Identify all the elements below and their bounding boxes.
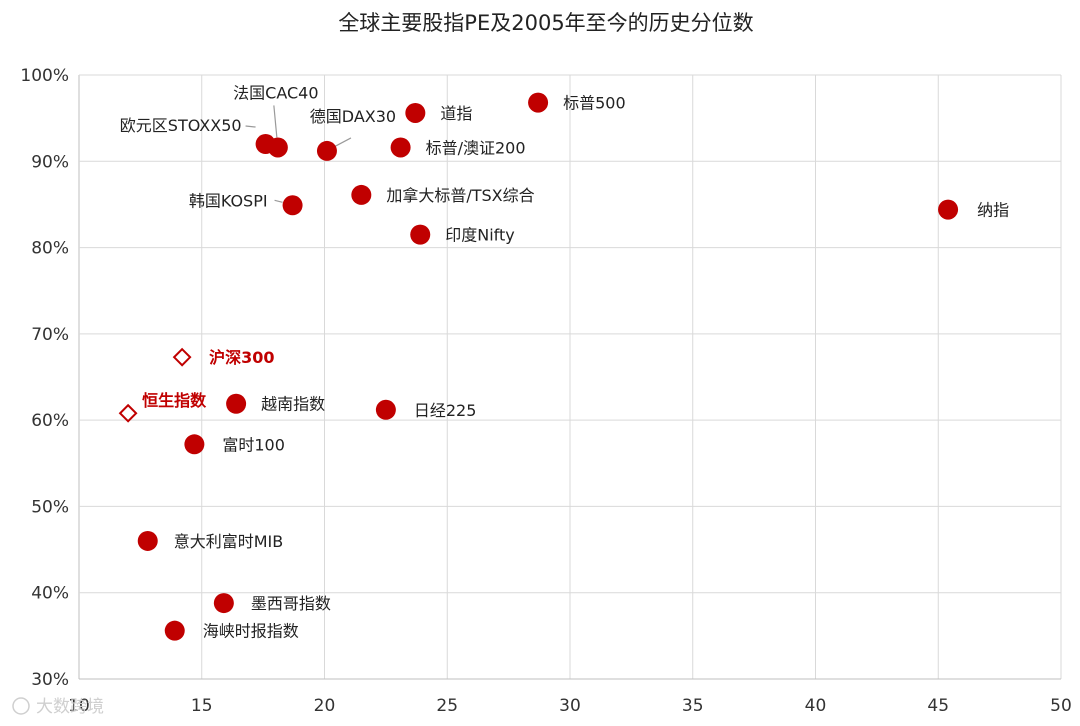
x-tick-label: 35 xyxy=(682,696,704,716)
data-point xyxy=(390,137,411,158)
data-point xyxy=(137,530,158,551)
point-label: 日经225 xyxy=(414,401,477,420)
data-point-diamond xyxy=(172,347,192,367)
watermark-text: 大数跨境 xyxy=(36,697,104,717)
x-tick-label: 45 xyxy=(927,696,949,716)
grid xyxy=(78,74,1062,680)
data-point-diamond xyxy=(118,403,138,423)
point-label: 欧元区STOXX50 xyxy=(120,116,242,135)
x-tick-label: 30 xyxy=(559,696,581,716)
leader-line xyxy=(333,137,352,148)
point-label: 标普/澳证200 xyxy=(426,138,526,157)
x-tick-label: 25 xyxy=(436,696,458,716)
x-tick-label: 10 xyxy=(68,696,90,716)
point-labels: 标普500 道指 法国CAC40 欧元区STOXX50 德国DAX30 标普/澳证200 加… xyxy=(120,83,1009,640)
y-tick-label: 80% xyxy=(31,239,69,259)
data-point xyxy=(351,184,372,205)
chart-title: 全球主要股指PE及2005年至今的历史分位数 xyxy=(338,11,753,35)
y-tick-label: 60% xyxy=(31,411,69,431)
point-label: 标普500 xyxy=(563,94,626,113)
leader-line xyxy=(273,105,278,138)
point-label: 道指 xyxy=(440,104,472,123)
point-label: 德国DAX30 xyxy=(310,107,396,126)
data-point xyxy=(316,140,337,161)
x-tick-label: 50 xyxy=(1050,696,1072,716)
point-label: 加拿大标普/TSX综合 xyxy=(386,186,534,205)
y-tick-label: 50% xyxy=(31,497,69,517)
leader-line xyxy=(274,199,283,203)
point-label: 韩国KOSPI xyxy=(189,191,268,210)
point-label: 印度Nifty xyxy=(445,226,515,245)
x-tick-label: 15 xyxy=(191,696,213,716)
point-label: 富时100 xyxy=(222,435,285,454)
data-points xyxy=(118,92,959,641)
data-point xyxy=(255,134,276,155)
point-label: 沪深300 xyxy=(209,348,274,367)
data-point xyxy=(184,434,205,455)
point-label: 恒生指数 xyxy=(142,391,207,410)
y-tick-label: 40% xyxy=(31,584,69,604)
watermark-logo-icon xyxy=(12,697,30,715)
point-label: 越南指数 xyxy=(261,395,325,414)
data-point xyxy=(213,593,234,614)
y-tick-label: 90% xyxy=(31,152,69,172)
x-tick-label: 20 xyxy=(314,696,336,716)
data-point xyxy=(410,224,431,245)
point-label: 意大利富时MIB xyxy=(174,532,284,551)
leader-lines xyxy=(245,105,352,203)
point-label: 海峡时报指数 xyxy=(203,622,299,641)
y-tick-label: 30% xyxy=(31,670,69,690)
leader-line xyxy=(245,125,256,128)
data-point xyxy=(164,620,185,641)
data-point xyxy=(938,199,959,220)
data-point xyxy=(528,92,549,113)
point-label: 纳指 xyxy=(977,201,1009,220)
y-tick-label: 100% xyxy=(20,66,69,86)
data-point xyxy=(405,102,426,123)
data-point xyxy=(226,393,247,414)
data-point xyxy=(375,399,396,420)
point-label: 墨西哥指数 xyxy=(251,594,331,613)
x-tick-label: 40 xyxy=(805,696,827,716)
watermark: 大数跨境 xyxy=(12,697,104,717)
data-point xyxy=(282,195,303,216)
y-tick-label: 70% xyxy=(31,325,69,345)
point-label: 法国CAC40 xyxy=(233,83,318,102)
ticks: 10 15 20 25 30 35 40 45 50 30% 40% 50% 60% 70% 80% 90% 1… xyxy=(20,66,1071,716)
